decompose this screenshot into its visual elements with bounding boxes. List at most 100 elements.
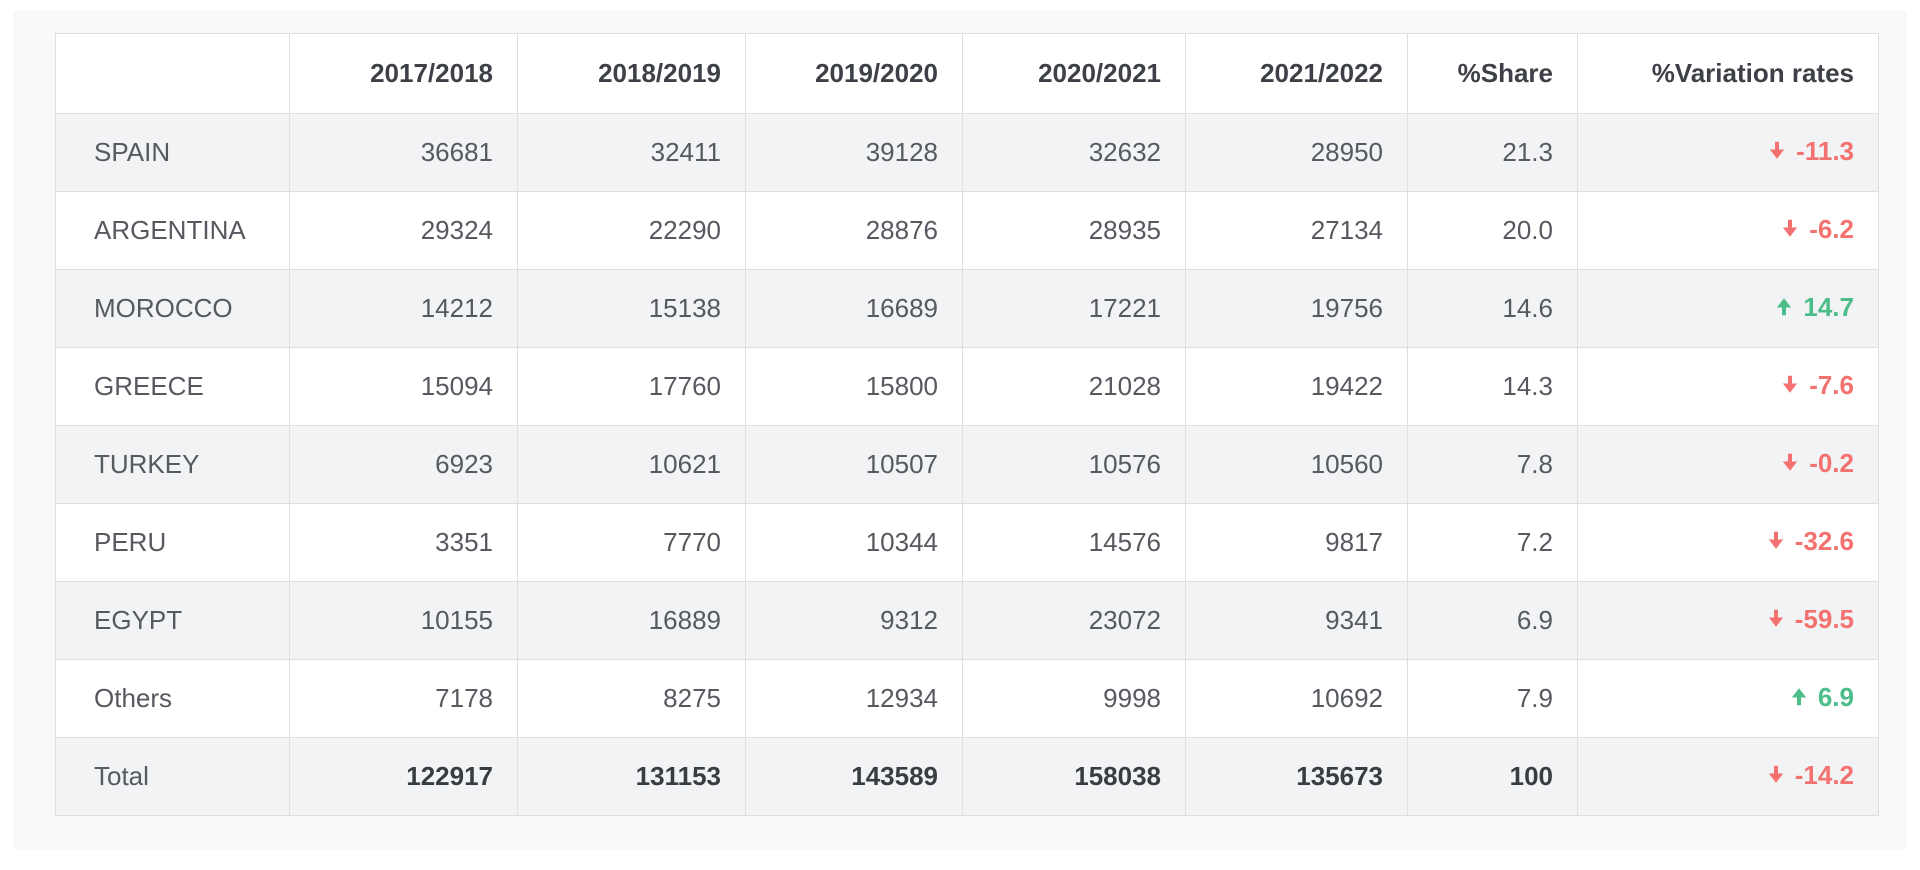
- share-cell: 7.9: [1407, 659, 1578, 738]
- value-cell: 14576: [962, 503, 1186, 582]
- variation-value: -59.5: [1794, 603, 1854, 634]
- value-cell: 131153: [517, 737, 746, 816]
- column-header-share: %Share: [1407, 33, 1578, 114]
- value-cell: 14212: [289, 269, 518, 348]
- value-cell: 17221: [962, 269, 1186, 348]
- variation-cell: 6.9: [1577, 659, 1879, 738]
- variation-indicator: -59.5: [1766, 606, 1854, 632]
- variation-cell: -7.6: [1577, 347, 1879, 426]
- value-cell: 135673: [1185, 737, 1408, 816]
- share-cell: 7.2: [1407, 503, 1578, 582]
- value-cell: 10576: [962, 425, 1186, 504]
- row-label: EGYPT: [55, 581, 290, 660]
- value-cell: 16889: [517, 581, 746, 660]
- row-label: TURKEY: [55, 425, 290, 504]
- value-cell: 28935: [962, 191, 1186, 270]
- value-cell: 22290: [517, 191, 746, 270]
- value-cell: 10560: [1185, 425, 1408, 504]
- table-row-greece: GREECE 15094 17760 15800 21028 19422 14.3 -7.6: [55, 347, 1879, 426]
- arrow-down-icon: [1783, 219, 1798, 237]
- arrow-down-icon: [1783, 453, 1798, 471]
- share-cell: 21.3: [1407, 113, 1578, 192]
- table-row-argentina: ARGENTINA 29324 22290 28876 28935 27134 20.0 -6…: [55, 191, 1879, 270]
- value-cell: 3351: [289, 503, 518, 582]
- column-header-2017-2018: 2017/2018: [289, 33, 518, 114]
- table-row-spain: SPAIN 36681 32411 39128 32632 28950 21.3 -11.3: [55, 113, 1879, 192]
- value-cell: 28876: [745, 191, 963, 270]
- value-cell: 9312: [745, 581, 963, 660]
- table-row-egypt: EGYPT 10155 16889 9312 23072 9341 6.9 -59.5: [55, 581, 1879, 660]
- arrow-down-icon: [1770, 141, 1785, 159]
- value-cell: 32632: [962, 113, 1186, 192]
- row-label: Others: [55, 659, 290, 738]
- content-panel: 2017/2018 2018/2019 2019/2020 2020/2021 2021…: [13, 10, 1907, 850]
- variation-indicator: 6.9: [1789, 684, 1854, 710]
- header-row: 2017/2018 2018/2019 2019/2020 2020/2021 2021…: [55, 33, 1879, 114]
- column-header-blank: [55, 33, 290, 114]
- share-cell: 6.9: [1407, 581, 1578, 660]
- variation-indicator: -7.6: [1780, 372, 1854, 398]
- table-row-peru: PERU 3351 7770 10344 14576 9817 7.2 -32.6: [55, 503, 1879, 582]
- share-cell: 7.8: [1407, 425, 1578, 504]
- row-label: PERU: [55, 503, 290, 582]
- variation-value: -14.2: [1794, 759, 1854, 790]
- variation-indicator: 14.7: [1774, 294, 1854, 320]
- row-label: ARGENTINA: [55, 191, 290, 270]
- value-cell: 12934: [745, 659, 963, 738]
- variation-indicator: -11.3: [1767, 138, 1854, 164]
- arrow-down-icon: [1768, 609, 1783, 627]
- row-label: Total: [55, 737, 290, 816]
- value-cell: 9998: [962, 659, 1186, 738]
- variation-value: -7.6: [1809, 369, 1854, 400]
- variation-indicator: -6.2: [1780, 216, 1854, 242]
- column-header-2019-2020: 2019/2020: [745, 33, 963, 114]
- value-cell: 9817: [1185, 503, 1408, 582]
- variation-value: -11.3: [1796, 135, 1854, 166]
- variation-value: -6.2: [1809, 213, 1854, 244]
- value-cell: 19756: [1185, 269, 1408, 348]
- table-row-total: Total 122917 131153 143589 158038 135673 100 -1…: [55, 737, 1879, 816]
- value-cell: 15094: [289, 347, 518, 426]
- value-cell: 158038: [962, 737, 1186, 816]
- column-header-2020-2021: 2020/2021: [962, 33, 1186, 114]
- variation-cell: -32.6: [1577, 503, 1879, 582]
- arrow-down-icon: [1783, 375, 1798, 393]
- share-cell: 100: [1407, 737, 1578, 816]
- variation-value: 14.7: [1803, 291, 1854, 322]
- value-cell: 19422: [1185, 347, 1408, 426]
- variation-indicator: -0.2: [1780, 450, 1854, 476]
- variation-indicator: -32.6: [1766, 528, 1854, 554]
- value-cell: 28950: [1185, 113, 1408, 192]
- share-cell: 14.3: [1407, 347, 1578, 426]
- value-cell: 7770: [517, 503, 746, 582]
- variation-indicator: -14.2: [1766, 762, 1854, 788]
- variation-cell: 14.7: [1577, 269, 1879, 348]
- value-cell: 23072: [962, 581, 1186, 660]
- table-row-turkey: TURKEY 6923 10621 10507 10576 10560 7.8 -0.2: [55, 425, 1879, 504]
- share-cell: 20.0: [1407, 191, 1578, 270]
- share-cell: 14.6: [1407, 269, 1578, 348]
- variation-cell: -14.2: [1577, 737, 1879, 816]
- variation-value: 6.9: [1817, 681, 1854, 712]
- variation-cell: -11.3: [1577, 113, 1879, 192]
- value-cell: 32411: [517, 113, 746, 192]
- arrow-up-icon: [1791, 688, 1806, 706]
- row-label: SPAIN: [55, 113, 290, 192]
- variation-value: -32.6: [1794, 525, 1854, 556]
- value-cell: 9341: [1185, 581, 1408, 660]
- row-label: MOROCCO: [55, 269, 290, 348]
- table-row-others: Others 7178 8275 12934 9998 10692 7.9 6.9: [55, 659, 1879, 738]
- row-label: GREECE: [55, 347, 290, 426]
- imports-by-origin-table: 2017/2018 2018/2019 2019/2020 2020/2021 2021…: [55, 33, 1879, 816]
- table-row-morocco: MOROCCO 14212 15138 16689 17221 19756 14.6 14.7: [55, 269, 1879, 348]
- column-header-2018-2019: 2018/2019: [517, 33, 746, 114]
- variation-cell: -6.2: [1577, 191, 1879, 270]
- value-cell: 10507: [745, 425, 963, 504]
- value-cell: 10621: [517, 425, 746, 504]
- value-cell: 21028: [962, 347, 1186, 426]
- column-header-2021-2022: 2021/2022: [1185, 33, 1408, 114]
- value-cell: 8275: [517, 659, 746, 738]
- value-cell: 29324: [289, 191, 518, 270]
- value-cell: 15138: [517, 269, 746, 348]
- value-cell: 143589: [745, 737, 963, 816]
